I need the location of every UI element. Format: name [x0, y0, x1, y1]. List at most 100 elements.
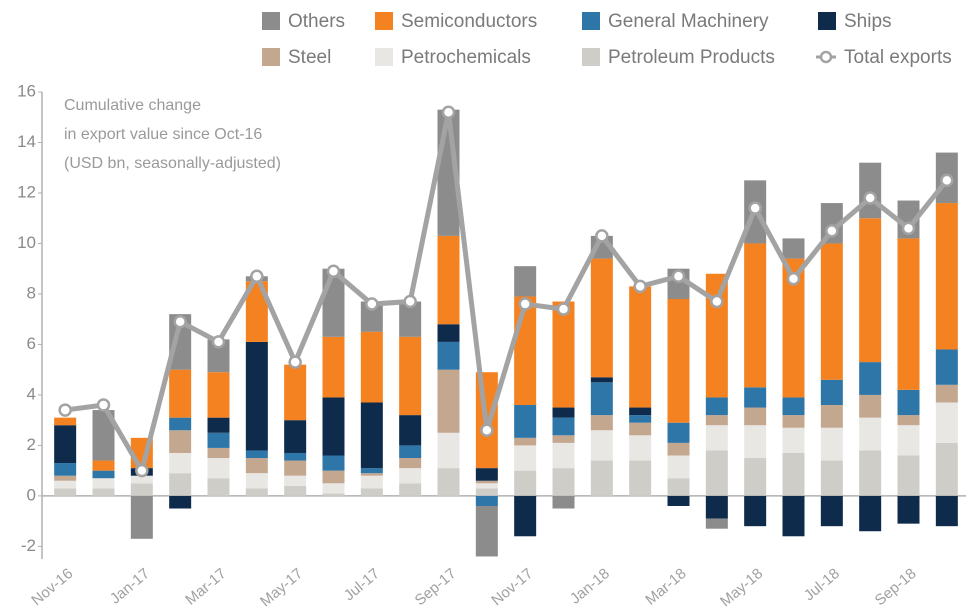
- bar-segment: [629, 415, 652, 423]
- x-tick-label: Jul-17: [341, 565, 383, 604]
- bar-segment: [169, 495, 192, 509]
- total-marker: [710, 294, 724, 309]
- bar-segment: [437, 468, 460, 496]
- bar-segment: [629, 435, 652, 461]
- bar-segment: [207, 458, 230, 479]
- bar-segment: [54, 425, 77, 464]
- legend-marker: [819, 50, 833, 64]
- bar-segment: [54, 463, 77, 476]
- x-tick-label: May-17: [257, 565, 306, 610]
- legend-swatch: [375, 12, 393, 30]
- bar-segment: [897, 425, 920, 456]
- bar-segment: [322, 397, 345, 456]
- bar-segment: [629, 460, 652, 496]
- total-marker: [633, 279, 647, 294]
- total-marker: [786, 272, 801, 286]
- bar-segment: [130, 495, 153, 539]
- legend-label: Semiconductors: [401, 11, 537, 32]
- bar-segment: [590, 258, 613, 378]
- bar-segment: [207, 447, 230, 459]
- bar-segment: [667, 455, 690, 479]
- annotation: (USD bn, seasonally-adjusted): [64, 155, 281, 172]
- bar-segment: [360, 488, 383, 496]
- bar-segment: [322, 336, 345, 398]
- bar-segment: [820, 495, 843, 527]
- bar-segment: [744, 458, 767, 496]
- bar-segment: [322, 455, 345, 471]
- x-tick-label: Mar-17: [182, 565, 229, 609]
- bar-segment: [54, 480, 77, 489]
- bar-segment: [667, 442, 690, 456]
- bar-segment: [284, 475, 307, 486]
- bar-segment: [169, 314, 192, 370]
- bar-segment: [92, 478, 115, 489]
- bar-segment: [552, 442, 575, 469]
- bar-segment: [475, 483, 498, 489]
- y-tick-label: 10: [17, 233, 36, 252]
- bar-segment: [935, 495, 958, 527]
- bar-segment: [399, 336, 422, 416]
- bar-segment: [859, 394, 882, 418]
- bar-segment: [820, 243, 843, 380]
- bar-segment: [859, 162, 882, 219]
- bar-segment: [782, 258, 805, 398]
- total-marker: [288, 355, 302, 369]
- bar-segment: [169, 369, 192, 418]
- bar-segment: [475, 495, 498, 506]
- bar-segment: [859, 362, 882, 395]
- bar-segment: [360, 475, 383, 489]
- bar-segment: [92, 460, 115, 471]
- bar-segment: [207, 478, 230, 496]
- total-marker: [441, 105, 456, 119]
- bar-segment: [360, 331, 383, 403]
- bar-segment: [590, 415, 613, 431]
- total-marker: [940, 173, 954, 188]
- bar-segment: [245, 341, 268, 451]
- bar-segment: [820, 460, 843, 496]
- bar-segment: [360, 301, 383, 332]
- bar-segment: [744, 425, 767, 459]
- bar-segment: [284, 420, 307, 453]
- bar-segment: [169, 430, 192, 453]
- bar-segment: [667, 298, 690, 423]
- total-marker: [135, 463, 149, 478]
- y-tick-label: 12: [17, 182, 36, 201]
- bar-segment: [782, 238, 805, 259]
- bar-segment: [322, 493, 345, 496]
- annotation: Cumulative change: [64, 97, 201, 114]
- bar-segment: [744, 387, 767, 408]
- total-marker: [403, 294, 417, 309]
- bar-segment: [552, 301, 575, 408]
- bar-segment: [54, 475, 77, 481]
- bar-segment: [897, 495, 920, 524]
- bar-segment: [514, 445, 537, 471]
- bar-segment: [859, 218, 882, 363]
- total-marker: [211, 335, 226, 349]
- bar-segment: [935, 402, 958, 443]
- bar-segment: [782, 415, 805, 428]
- bar-segment: [475, 505, 498, 557]
- bar-segment: [207, 372, 230, 418]
- x-tick-label: Sep-17: [412, 565, 460, 609]
- bar-segment: [399, 415, 422, 446]
- bar-segment: [590, 382, 613, 416]
- bar-segment: [859, 417, 882, 451]
- bar-segment: [514, 296, 537, 406]
- bar-segment: [92, 470, 115, 479]
- total-marker: [748, 201, 762, 215]
- bar-segment: [130, 483, 153, 496]
- bar-segment: [207, 432, 230, 448]
- y-tick-label: 6: [27, 334, 36, 353]
- bar-segment: [935, 203, 958, 350]
- bar-segment: [360, 402, 383, 469]
- legend-label: Total exports: [844, 47, 952, 68]
- total-marker: [863, 191, 877, 205]
- bar-segment: [552, 468, 575, 496]
- total-marker: [58, 403, 72, 417]
- legend-swatch: [582, 48, 600, 66]
- bar-segment: [284, 364, 307, 421]
- bar-segment: [514, 405, 537, 438]
- total-marker: [480, 423, 494, 438]
- legend-label: Steel: [288, 47, 331, 68]
- bar-segment: [284, 460, 307, 476]
